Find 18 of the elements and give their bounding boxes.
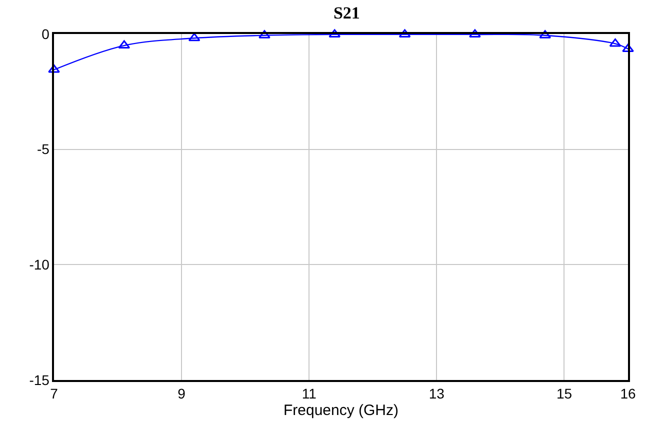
- x-tick-label: 16: [620, 386, 636, 402]
- point: [258, 30, 270, 38]
- x-tick-label: 9: [178, 386, 186, 402]
- x-tick-label: 7: [50, 386, 58, 402]
- y-tick-label: -5: [36, 141, 50, 158]
- point: [118, 40, 130, 49]
- point: [188, 32, 200, 42]
- x-axis-title: Frequency (GHz): [283, 402, 399, 420]
- x-tick-label: 11: [302, 386, 317, 402]
- x-tick-label: 13: [428, 386, 445, 402]
- point: [609, 38, 622, 47]
- x-tick-label: 15: [556, 386, 572, 402]
- y-tick-label: -10: [29, 256, 50, 273]
- chart-title: S21: [333, 3, 360, 22]
- y-tick-label: 0: [42, 26, 50, 42]
- point: [48, 64, 60, 73]
- point: [622, 44, 634, 52]
- y-tick-label: -15: [29, 372, 50, 388]
